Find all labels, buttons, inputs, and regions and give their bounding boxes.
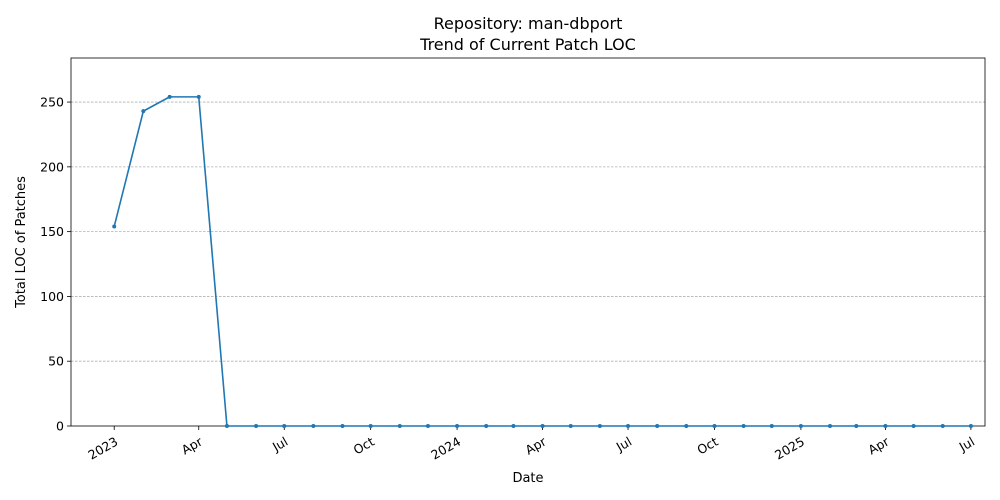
data-point [798, 424, 803, 428]
chart-title-line2: Trend of Current Patch LOC [419, 35, 636, 54]
x-tick-label: Oct [351, 434, 377, 458]
data-point [196, 94, 201, 99]
y-tick-label: 50 [48, 354, 64, 369]
data-point [254, 424, 259, 428]
series-layer [112, 94, 973, 428]
data-point [311, 424, 316, 428]
data-point [626, 424, 631, 428]
data-point [112, 224, 117, 229]
x-tick-label: 2025 [772, 434, 807, 463]
data-point [340, 424, 345, 428]
data-point [282, 424, 287, 428]
x-tick-label: Apr [523, 433, 550, 457]
data-point [540, 424, 545, 428]
grid-lines [71, 101, 985, 362]
data-point [940, 424, 945, 428]
x-tick-label: Jul [956, 434, 977, 455]
data-point [712, 424, 717, 428]
data-point [597, 424, 602, 428]
data-point [854, 424, 859, 428]
y-axis-label: Total LOC of Patches [14, 176, 29, 309]
data-point [911, 424, 916, 428]
x-tick-label: Jul [269, 434, 290, 455]
data-point [741, 424, 746, 428]
data-point [769, 424, 774, 428]
data-point [368, 424, 373, 428]
x-tick-label: 2024 [428, 434, 463, 463]
chart-title-line1: Repository: man-dbport [434, 14, 623, 33]
data-point [655, 424, 660, 428]
data-point [455, 424, 460, 428]
y-tick-label: 200 [40, 159, 64, 174]
x-tick-label: 2023 [85, 434, 120, 463]
data-point [828, 424, 833, 428]
data-point [684, 424, 689, 428]
x-tick-label: Jul [613, 434, 634, 455]
y-tick-label: 250 [40, 95, 64, 110]
data-point [968, 424, 973, 428]
data-point [397, 424, 402, 428]
data-point [511, 424, 516, 428]
y-tick-label: 0 [56, 419, 64, 434]
y-tick-label: 150 [40, 224, 64, 239]
series-line [113, 96, 971, 427]
data-point [484, 424, 489, 428]
x-tick-label: Oct [694, 434, 720, 458]
data-point [568, 424, 573, 428]
axes: 0 50 100 150 200 250 2023 Apr Jul Oct 2024 Apr Jul Oc… [40, 57, 986, 463]
y-tick-label: 100 [40, 289, 64, 304]
data-point [141, 109, 146, 114]
data-point [167, 94, 172, 99]
data-point [883, 424, 888, 428]
x-tick-label: Apr [179, 433, 206, 457]
data-point [224, 424, 229, 428]
plot-frame [70, 57, 986, 427]
data-point [425, 424, 430, 428]
x-tick-label: Apr [865, 433, 892, 457]
x-axis-label: Date [512, 471, 543, 486]
